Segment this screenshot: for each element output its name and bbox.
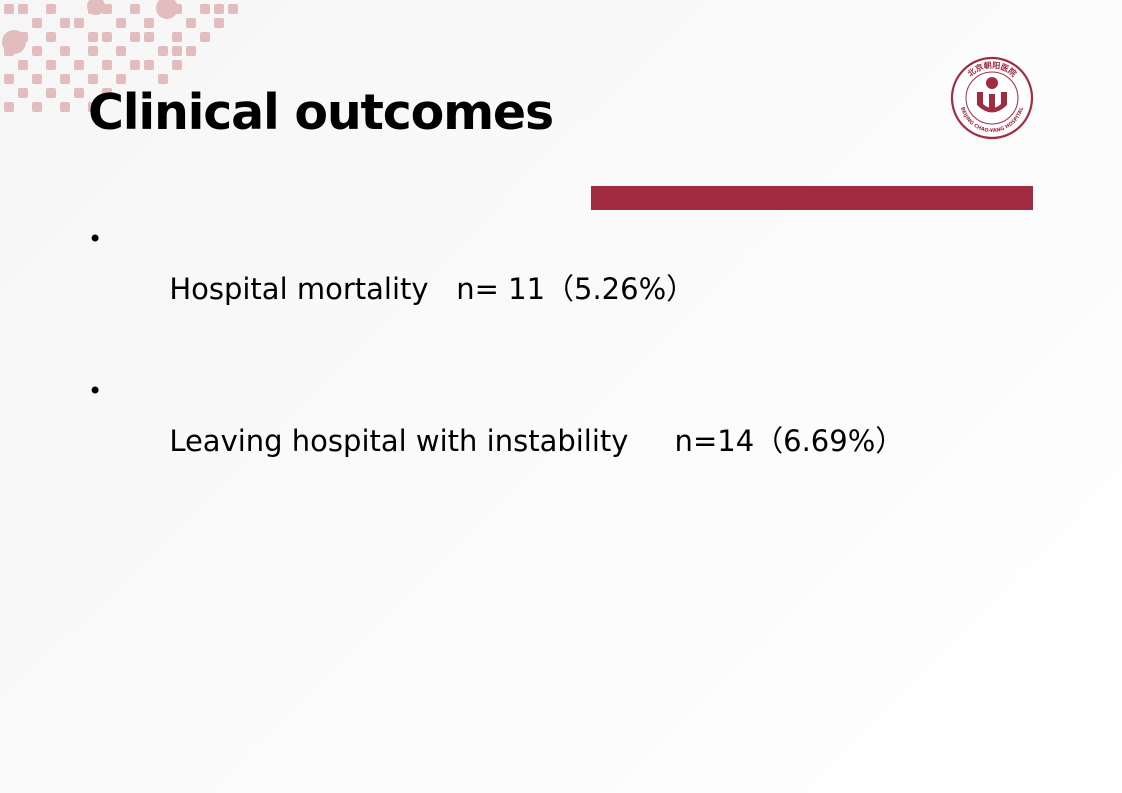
bullet-marker-icon: • (88, 377, 103, 405)
decor-pixel (32, 102, 42, 112)
decor-pixel (60, 102, 70, 112)
decor-pixel (74, 88, 84, 98)
decor-pixel (46, 32, 56, 42)
decor-pixel (144, 18, 154, 28)
decor-pixel (158, 46, 168, 56)
decor-pixel (102, 88, 112, 98)
decor-pixel (172, 60, 182, 70)
decor-pixel (32, 18, 42, 28)
decor-pixel (46, 60, 56, 70)
decor-pixel (116, 18, 126, 28)
bullet-list: • Hospital mortality n= 11（5.26%） • Leavin… (88, 214, 904, 458)
decor-pixel (60, 74, 70, 84)
bullet-leaving-hospital-instability: • Leaving hospital with instability n=14（… (88, 366, 904, 458)
decor-pixel (88, 102, 98, 112)
decor-pixel (214, 18, 224, 28)
decor-pixel (144, 60, 154, 70)
decor-pixel (74, 18, 84, 28)
decor-pixel (130, 32, 140, 42)
decor-pixel (4, 102, 14, 112)
decor-pixel (32, 74, 42, 84)
decor-pixel (102, 60, 112, 70)
decor-pixel (116, 46, 126, 56)
decor-pixel (116, 74, 126, 84)
decor-pixel (18, 88, 28, 98)
decor-pixel (228, 4, 238, 14)
decor-pixel (74, 60, 84, 70)
hospital-logo-icon: 北京朝阳医院 BEIJING CHAO-YANG HOSPITAL (950, 56, 1034, 140)
decor-pixel (46, 88, 56, 98)
decor-pixel (186, 46, 196, 56)
bullet-marker-icon: • (88, 225, 103, 253)
decor-pixel (186, 18, 196, 28)
decor-pixel (158, 74, 168, 84)
decor-pixel (130, 60, 140, 70)
bullet-label: Hospital mortality (169, 272, 429, 306)
decor-pixel (88, 32, 98, 42)
decor-pixel (130, 4, 140, 14)
decor-pixel (4, 74, 14, 84)
decor-pixel (200, 32, 210, 42)
accent-bar (591, 186, 1033, 210)
decor-pixel (144, 32, 154, 42)
bullet-label: Leaving hospital with instability (169, 424, 629, 458)
decor-pixel (18, 4, 28, 14)
decor-pixel (102, 32, 112, 42)
decor-pixel (88, 46, 98, 56)
decor-pixel (200, 4, 210, 14)
decor-dot (156, 0, 178, 19)
decor-pixel (60, 18, 70, 28)
decor-pixel (18, 60, 28, 70)
decor-pixel (46, 4, 56, 14)
bullet-stat: n=14（6.69%） (628, 424, 905, 458)
decor-pixel (88, 74, 98, 84)
decor-pixel (32, 46, 42, 56)
decor-pixel (214, 4, 224, 14)
slide-title: Clinical outcomes (88, 84, 554, 141)
decor-pixel (172, 32, 182, 42)
decor-dot (2, 30, 26, 54)
decor-pixel (172, 46, 182, 56)
decor-pixel (60, 46, 70, 56)
bullet-hospital-mortality: • Hospital mortality n= 11（5.26%） (88, 214, 904, 306)
decor-dot (87, 0, 105, 15)
bullet-stat: n= 11（5.26%） (428, 272, 696, 306)
decor-pixel (4, 4, 14, 14)
pixel-pattern-decoration (2, 0, 238, 112)
